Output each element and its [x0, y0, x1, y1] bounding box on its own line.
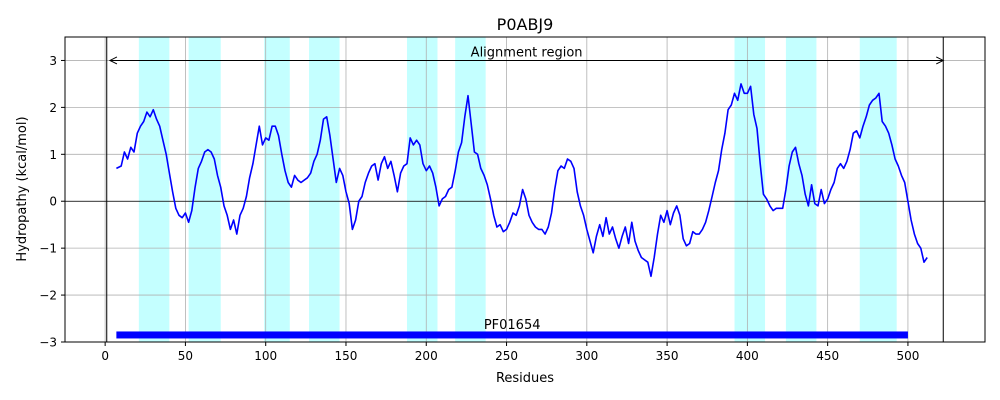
x-tick-label: 100	[254, 349, 277, 363]
chart-title: P0ABJ9	[497, 15, 554, 34]
domain-bar-group: PF01654	[116, 318, 908, 339]
y-tick-label: −2	[39, 289, 57, 303]
y-tick-label: 1	[49, 148, 57, 162]
highlight-region-5	[406, 37, 438, 342]
alignment-arrow-left-head	[108, 56, 118, 65]
x-tick-label: 450	[816, 349, 839, 363]
x-tick-label: 500	[896, 349, 919, 363]
x-tick-label: 300	[575, 349, 598, 363]
y-tick-label: −1	[39, 242, 57, 256]
highlighted-regions	[138, 37, 897, 342]
x-tick-label: 150	[335, 349, 358, 363]
x-axis-ticks: 0 50 100 150 200 250 300 350 400 450 500	[101, 342, 919, 363]
y-axis-ticks: −3 −2 −1 0 1 2 3	[39, 54, 65, 350]
x-axis-label: Residues	[496, 371, 554, 386]
highlight-region-1	[138, 37, 170, 342]
x-tick-label: 250	[495, 349, 518, 363]
highlight-region-7	[734, 37, 766, 342]
x-tick-label: 350	[656, 349, 679, 363]
x-tick-label: 50	[178, 349, 193, 363]
x-tick-label: 0	[101, 349, 109, 363]
highlight-region-9	[859, 37, 897, 342]
domain-bar	[116, 331, 908, 339]
plot-frame	[64, 36, 986, 343]
highlight-region-4	[309, 37, 340, 342]
y-tick-label: 2	[49, 101, 57, 115]
hydropathy-series-line	[116, 83, 928, 278]
highlight-region-2	[188, 37, 221, 342]
highlight-region-3	[264, 37, 290, 342]
reference-lines	[65, 37, 985, 342]
series-group	[116, 83, 928, 278]
y-axis-label: Hydropathy (kcal/mol)	[15, 116, 30, 261]
y-tick-label: −3	[39, 336, 57, 350]
alignment-region-label: Alignment region	[471, 45, 583, 60]
x-tick-label: 200	[415, 349, 438, 363]
x-tick-label: 400	[736, 349, 759, 363]
y-tick-label: 0	[49, 195, 57, 209]
annotations: Alignment region	[108, 45, 945, 65]
alignment-arrow-right-head	[936, 56, 945, 65]
domain-bar-label: PF01654	[484, 318, 541, 333]
y-tick-label: 3	[49, 54, 57, 68]
highlight-region-6	[455, 37, 486, 342]
